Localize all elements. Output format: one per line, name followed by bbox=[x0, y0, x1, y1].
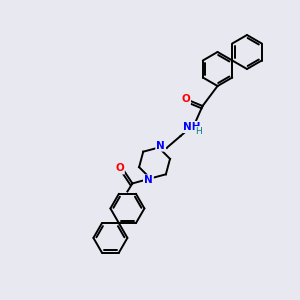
Text: O: O bbox=[181, 94, 190, 104]
Text: H: H bbox=[195, 127, 202, 136]
Text: NH: NH bbox=[183, 122, 200, 132]
Text: N: N bbox=[156, 140, 165, 151]
Text: N: N bbox=[144, 176, 153, 185]
Text: O: O bbox=[115, 164, 124, 173]
